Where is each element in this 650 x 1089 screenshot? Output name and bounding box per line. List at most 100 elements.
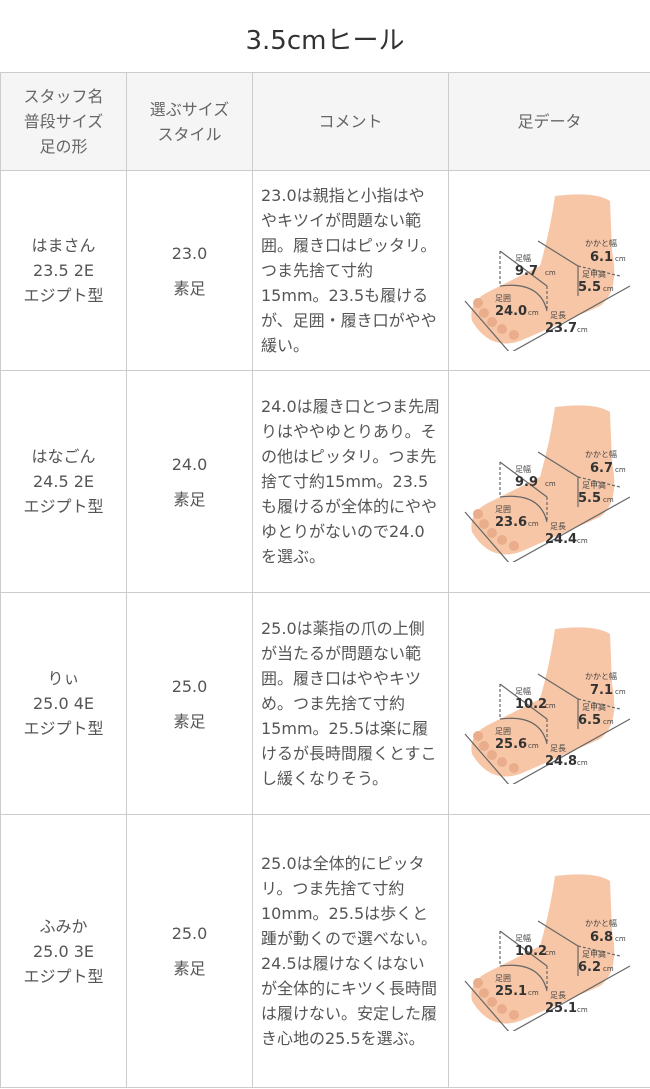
- chosen-size: 23.0: [171, 243, 208, 263]
- staff-cell: りぃ 25.0 4E エジプト型: [0, 592, 127, 815]
- size-cell: 23.0 素足: [126, 170, 253, 371]
- width-value: 10.2: [515, 697, 547, 712]
- length-label: 足長: [550, 522, 566, 531]
- unit: cm: [545, 702, 556, 710]
- toes-icon: [472, 730, 519, 773]
- width-value: 9.7: [515, 264, 538, 279]
- header-text: スタッフ名: [23, 87, 104, 106]
- girth-label: 足囲: [495, 727, 511, 736]
- unit: cm: [577, 537, 588, 545]
- comment-cell: 25.0は全体的にピッタリ。つま先捨て寸約10mm。25.5は歩くと踵が動くので…: [252, 814, 449, 1088]
- unit: cm: [545, 480, 556, 488]
- width-label: 足幅: [515, 464, 531, 474]
- usual-size: 24.5 2E: [33, 472, 94, 491]
- page-title: 3.5cmヒール: [245, 26, 405, 56]
- toes-icon: [472, 297, 519, 340]
- comment-cell: 24.0は履き口とつま先周りはややゆとりあり。その他はピッタリ。つま先捨て寸約1…: [252, 370, 449, 593]
- length-value: 24.8: [545, 754, 577, 769]
- foot-shape-image: [470, 193, 614, 343]
- heel-value: 6.8: [590, 930, 613, 945]
- unit: cm: [528, 309, 539, 317]
- foot-cell: 足幅 かかと幅 足甲高 足囲 足長 10.2 7.1 6.5 25.6 24.8 cm cm cm c…: [448, 592, 650, 815]
- header-size: 選ぶサイズ スタイル: [126, 72, 253, 171]
- width-value: 10.2: [515, 944, 547, 959]
- instep-value: 6.5: [578, 713, 601, 728]
- staff-name: はまさん: [31, 236, 96, 255]
- toes-icon: [472, 508, 519, 551]
- unit: cm: [603, 718, 614, 726]
- header-row: スタッフ名 普段サイズ 足の形 選ぶサイズ スタイル コメント 足データ: [0, 72, 650, 171]
- foot-shape-image: [470, 626, 614, 776]
- unit: cm: [615, 255, 626, 263]
- unit: cm: [615, 466, 626, 474]
- table-row: はまさん 23.5 2E エジプト型 23.0 素足 23.0は親指と小指はややキツイ…: [0, 170, 650, 371]
- unit: cm: [615, 935, 626, 943]
- girth-label: 足囲: [495, 294, 511, 303]
- length-value: 25.1: [545, 1001, 577, 1016]
- instep-label: 足甲高: [582, 480, 606, 490]
- staff-cell: ふみか 25.0 3E エジプト型: [0, 814, 127, 1088]
- staff-cell: はまさん 23.5 2E エジプト型: [0, 170, 127, 371]
- staff-name: りぃ: [47, 669, 80, 688]
- size-cell: 25.0 素足: [126, 814, 253, 1088]
- girth-value: 24.0: [495, 304, 527, 319]
- size-table: スタッフ名 普段サイズ 足の形 選ぶサイズ スタイル コメント 足データ はまさん 23…: [0, 72, 650, 1088]
- header-staff: スタッフ名普段サイズ足の形: [0, 72, 127, 171]
- table-row: ふみか 25.0 3E エジプト型 25.0 素足 25.0は全体的にピッタリ。つま先…: [0, 814, 650, 1088]
- instep-label: 足甲高: [582, 949, 606, 959]
- staff-name: ふみか: [39, 916, 88, 936]
- foot-shape-image: [470, 874, 614, 1024]
- instep-value: 6.2: [578, 960, 601, 975]
- length-value: 24.4: [545, 532, 577, 547]
- unit: cm: [577, 759, 588, 767]
- heel-value: 6.7: [590, 461, 613, 476]
- length-label: 足長: [550, 991, 566, 1000]
- header-foot: 足データ: [448, 72, 650, 171]
- unit: cm: [577, 1006, 588, 1014]
- header-text: 足の形: [39, 137, 88, 156]
- table-row: はなごん 24.5 2E エジプト型 24.0 素足 24.0は履き口とつま先周りはや…: [0, 370, 650, 593]
- chosen-size: 25.0: [171, 924, 208, 943]
- unit: cm: [577, 326, 588, 334]
- header-text: 普段サイズ: [23, 112, 104, 131]
- width-label: 足幅: [515, 253, 531, 263]
- girth-label: 足囲: [495, 505, 511, 514]
- length-label: 足長: [550, 744, 566, 753]
- girth-value: 25.6: [495, 737, 527, 752]
- heel-value: 6.1: [590, 250, 613, 265]
- foot-shape-image: [470, 404, 614, 554]
- foot-cell: 足幅 かかと幅 足甲高 足囲 足長 10.2 6.8 6.2 25.1 25.1 cm cm cm c…: [448, 814, 650, 1088]
- table-row: りぃ 25.0 4E エジプト型 25.0 素足 25.0は薬指の爪の上側が当たるが問…: [0, 592, 650, 815]
- unit: cm: [603, 496, 614, 504]
- comment-cell: 23.0は親指と小指はややキツイが問題ない範囲。履き口はピッタリ。つま先捨て寸約…: [252, 170, 449, 371]
- unit: cm: [615, 688, 626, 696]
- foot-shape: エジプト型: [23, 966, 104, 986]
- instep-label: 足甲高: [582, 269, 606, 279]
- heel-value: 7.1: [590, 683, 613, 698]
- foot-cell: 足幅 かかと幅 足甲高 足囲 足長 9.7 6.1 5.5 24.0 23.7 cm cm cm cm…: [448, 170, 650, 371]
- unit: cm: [528, 742, 539, 750]
- instep-value: 5.5: [578, 280, 601, 295]
- heel-label: かかと幅: [585, 671, 617, 681]
- header-text: スタイル: [157, 124, 222, 144]
- foot-cell: 足幅 かかと幅 足甲高 足囲 足長 9.9 6.7 5.5 23.6 24.4 cm cm cm cm…: [448, 370, 650, 593]
- instep-value: 5.5: [578, 491, 601, 506]
- foot-shape: エジプト型: [23, 719, 104, 738]
- staff-cell: はなごん 24.5 2E エジプト型: [0, 370, 127, 593]
- unit: cm: [603, 285, 614, 293]
- heel-label: かかと幅: [585, 918, 617, 928]
- staff-name: はなごん: [31, 447, 96, 466]
- heel-label: かかと幅: [585, 238, 617, 248]
- girth-value: 25.1: [495, 984, 527, 999]
- comment-cell: 25.0は薬指の爪の上側が当たるが問題ない範囲。履き口はややキツめ。つま先捨て寸…: [252, 592, 449, 815]
- girth-value: 23.6: [495, 515, 527, 530]
- size-cell: 24.0 素足: [126, 370, 253, 593]
- width-label: 足幅: [515, 686, 531, 696]
- chosen-size: 24.0: [171, 454, 208, 474]
- header-text: 選ぶサイズ: [149, 99, 230, 119]
- toes-icon: [472, 978, 519, 1020]
- foot-shape: エジプト型: [23, 497, 104, 516]
